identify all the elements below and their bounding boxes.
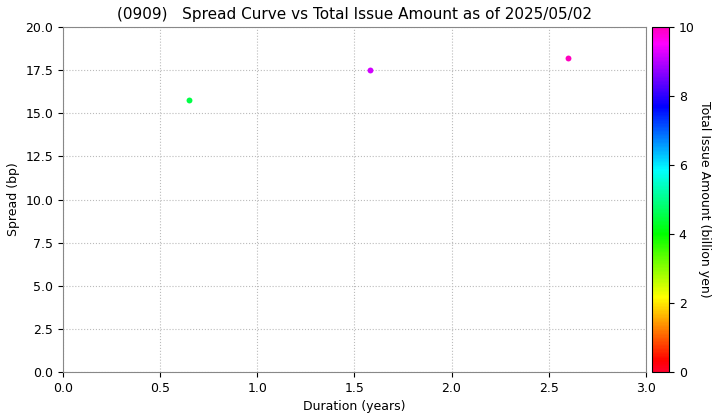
- Y-axis label: Total Issue Amount (billion yen): Total Issue Amount (billion yen): [698, 101, 711, 298]
- X-axis label: Duration (years): Duration (years): [303, 400, 405, 413]
- Point: [184, 96, 195, 103]
- Y-axis label: Spread (bp): Spread (bp): [7, 163, 20, 236]
- Point: [562, 55, 574, 62]
- Title: (0909)   Spread Curve vs Total Issue Amount as of 2025/05/02: (0909) Spread Curve vs Total Issue Amoun…: [117, 7, 592, 22]
- Point: [364, 67, 376, 74]
